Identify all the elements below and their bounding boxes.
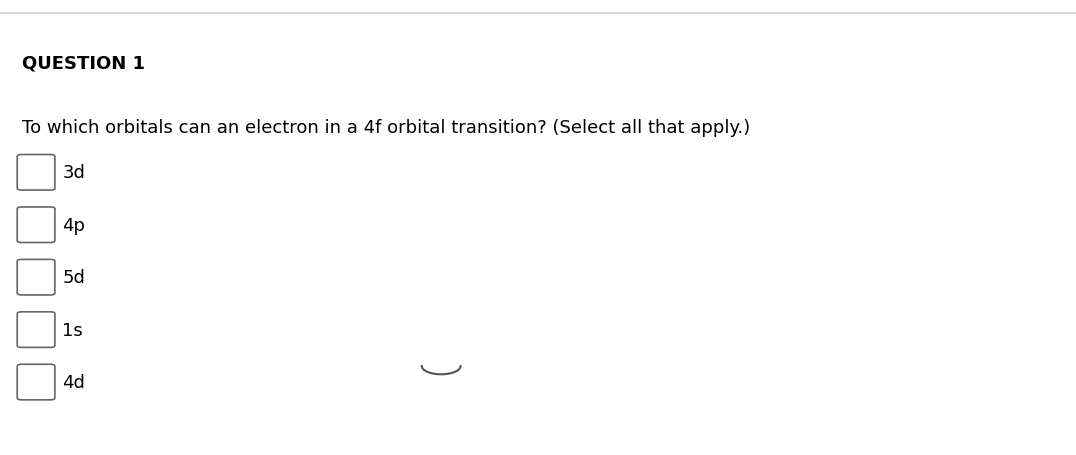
FancyBboxPatch shape — [17, 260, 55, 295]
FancyBboxPatch shape — [17, 364, 55, 400]
Text: QUESTION 1: QUESTION 1 — [22, 55, 144, 72]
Text: To which orbitals can an electron in a 4f orbital transition? (Select all that a: To which orbitals can an electron in a 4… — [22, 118, 750, 136]
Text: 4p: 4p — [62, 216, 85, 234]
Text: 5d: 5d — [62, 268, 85, 287]
Text: 3d: 3d — [62, 164, 85, 182]
Text: 1s: 1s — [62, 321, 83, 339]
FancyBboxPatch shape — [17, 155, 55, 191]
FancyBboxPatch shape — [17, 312, 55, 348]
Text: 4d: 4d — [62, 373, 85, 391]
FancyBboxPatch shape — [17, 207, 55, 243]
